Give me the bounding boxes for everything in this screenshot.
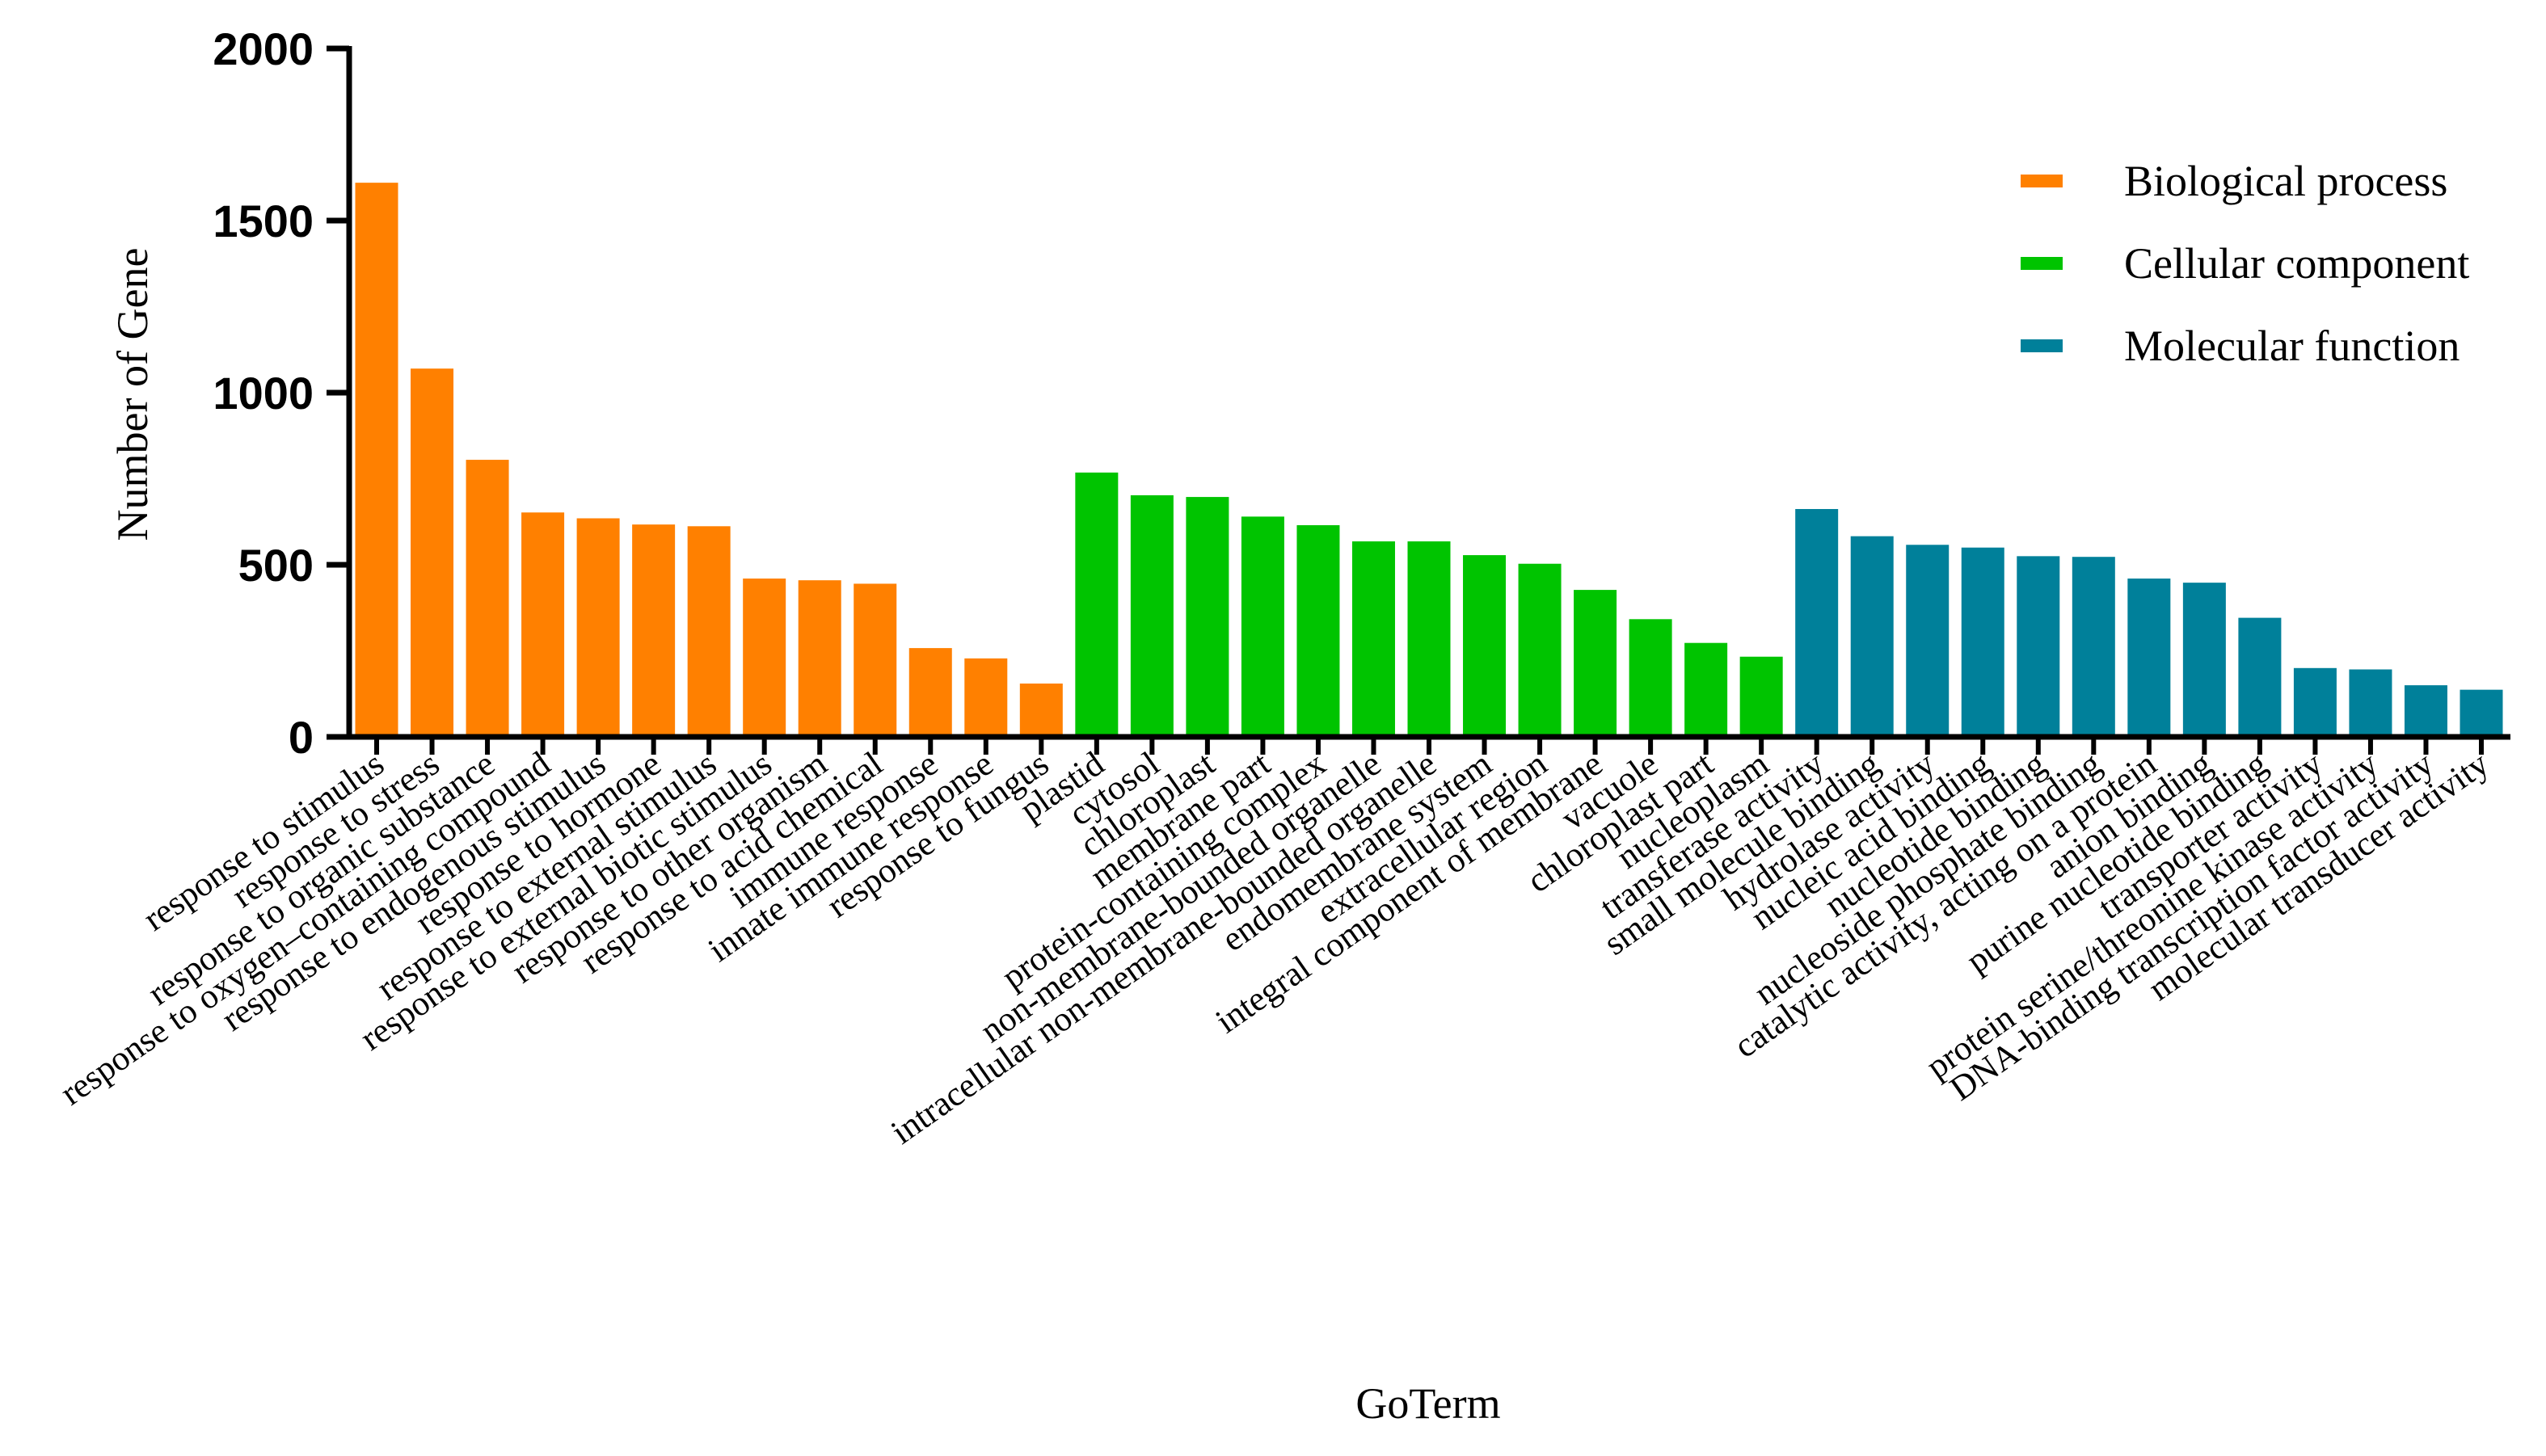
bar bbox=[1351, 541, 1395, 737]
legend: Biological process Cellular component Mole… bbox=[2021, 157, 2469, 370]
y-tick-label: 1500 bbox=[213, 196, 314, 246]
bar bbox=[2238, 617, 2282, 737]
bar bbox=[1130, 494, 1174, 737]
bar bbox=[576, 518, 620, 737]
y-tick-label: 0 bbox=[289, 712, 314, 763]
bar bbox=[908, 648, 952, 737]
bar bbox=[1186, 497, 1229, 737]
y-tick-label: 500 bbox=[238, 540, 314, 591]
legend-swatch bbox=[2021, 175, 2063, 187]
bar bbox=[1850, 536, 1894, 737]
bar bbox=[854, 583, 897, 737]
bar bbox=[1075, 472, 1119, 737]
bar bbox=[687, 526, 731, 737]
y-tick-label: 2000 bbox=[213, 23, 314, 74]
y-tick-layer: 0 500 1000 1500 2000 bbox=[213, 23, 349, 763]
x-axis-title: GoTerm bbox=[1355, 1379, 1500, 1428]
bar-layer bbox=[355, 183, 2503, 737]
bar bbox=[466, 460, 509, 737]
bar bbox=[743, 579, 786, 737]
bar bbox=[2293, 667, 2337, 737]
bar bbox=[1518, 563, 1562, 737]
bar bbox=[1961, 547, 2004, 737]
bar bbox=[1463, 555, 1507, 737]
bar bbox=[1019, 683, 1063, 737]
bar bbox=[2182, 583, 2226, 737]
bar bbox=[1629, 619, 1672, 737]
bar bbox=[2460, 689, 2503, 737]
bar bbox=[2017, 556, 2060, 737]
bar bbox=[1407, 541, 1451, 737]
bar bbox=[355, 183, 398, 737]
bar bbox=[632, 524, 676, 737]
bar bbox=[1739, 656, 1783, 737]
bar bbox=[1574, 590, 1617, 737]
bar bbox=[521, 512, 565, 737]
y-tick-label: 1000 bbox=[213, 368, 314, 419]
bar bbox=[2127, 579, 2171, 737]
bar bbox=[411, 368, 454, 737]
legend-label: Molecular function bbox=[2124, 322, 2460, 370]
bar bbox=[1684, 642, 1728, 737]
bar bbox=[2349, 669, 2392, 737]
legend-label: Biological process bbox=[2124, 157, 2447, 205]
bar bbox=[798, 580, 841, 737]
bar bbox=[1795, 508, 1839, 737]
bar bbox=[1906, 545, 1950, 737]
y-axis-title: Number of Gene bbox=[108, 248, 157, 541]
legend-label: Cellular component bbox=[2124, 239, 2469, 288]
bar bbox=[1296, 525, 1340, 737]
bar bbox=[2404, 685, 2447, 737]
bar bbox=[964, 658, 1008, 737]
bar bbox=[2072, 557, 2115, 737]
bar bbox=[1241, 516, 1284, 737]
legend-swatch bbox=[2021, 257, 2063, 270]
legend-swatch bbox=[2021, 339, 2063, 352]
